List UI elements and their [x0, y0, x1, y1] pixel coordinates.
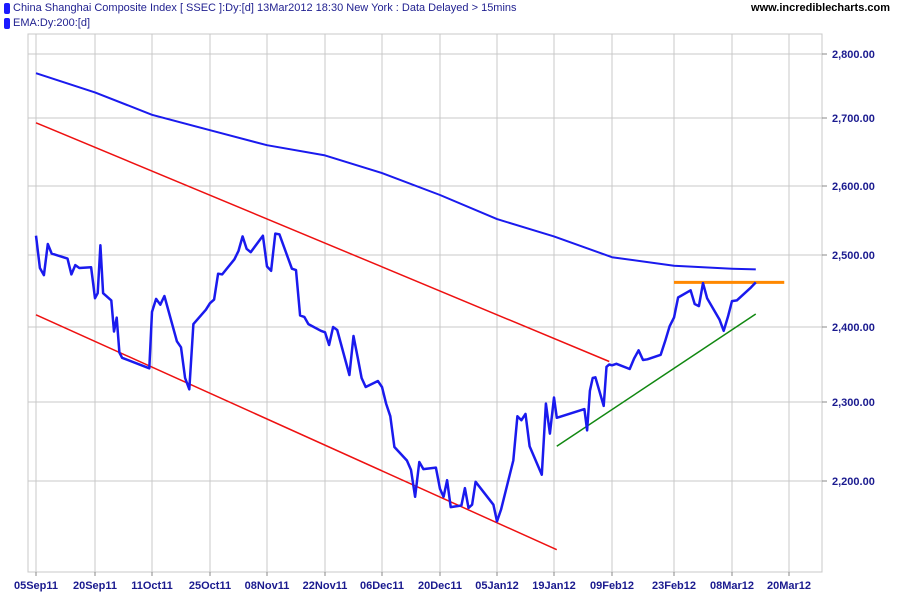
- x-tick-label: 22Nov11: [303, 580, 348, 592]
- chart-title: China Shanghai Composite Index [ SSEC ]:…: [13, 2, 517, 14]
- x-tick-label: 25Oct11: [189, 580, 231, 592]
- x-tick-label: 20Dec11: [418, 580, 462, 592]
- x-tick-label: 20Sep11: [73, 580, 117, 592]
- plot-frame: [27, 33, 823, 573]
- trendline-upper-channel: [35, 122, 610, 363]
- ema-legend-label: EMA:Dy:200:[d]: [13, 17, 91, 29]
- x-tick-label: 05Sep11: [14, 580, 58, 592]
- trendline-support: [556, 313, 757, 447]
- legend-ema: EMA:Dy:200:[d]: [4, 17, 90, 29]
- price-series-line: [34, 232, 757, 523]
- price-legend-swatch: [4, 2, 10, 14]
- legend-price: China Shanghai Composite Index [ SSEC ]:…: [4, 2, 517, 14]
- x-tick-label: 20Mar12: [767, 580, 811, 592]
- y-tick-label: 2,400.00: [832, 322, 875, 334]
- ema-legend-swatch: [4, 17, 10, 29]
- y-tick-label: 2,700.00: [832, 113, 875, 125]
- site-url[interactable]: www.incrediblecharts.com: [751, 2, 890, 14]
- x-tick-label: 19Jan12: [532, 580, 575, 592]
- y-tick-label: 2,800.00: [832, 49, 875, 61]
- x-tick-label: 23Feb12: [652, 580, 696, 592]
- y-tick-label: 2,600.00: [832, 181, 875, 193]
- y-tick-label: 2,500.00: [832, 250, 875, 262]
- x-tick-label: 08Mar12: [710, 580, 754, 592]
- x-tick-label: 05Jan12: [475, 580, 518, 592]
- x-tick-label: 08Nov11: [245, 580, 290, 592]
- y-tick-label: 2,200.00: [832, 476, 875, 488]
- x-tick-label: 11Oct11: [131, 580, 173, 592]
- y-tick-label: 2,300.00: [832, 397, 875, 409]
- trendline-lower-channel: [35, 314, 558, 551]
- x-tick-label: 06Dec11: [360, 580, 404, 592]
- ema-series-line: [35, 72, 756, 271]
- x-tick-label: 09Feb12: [590, 580, 634, 592]
